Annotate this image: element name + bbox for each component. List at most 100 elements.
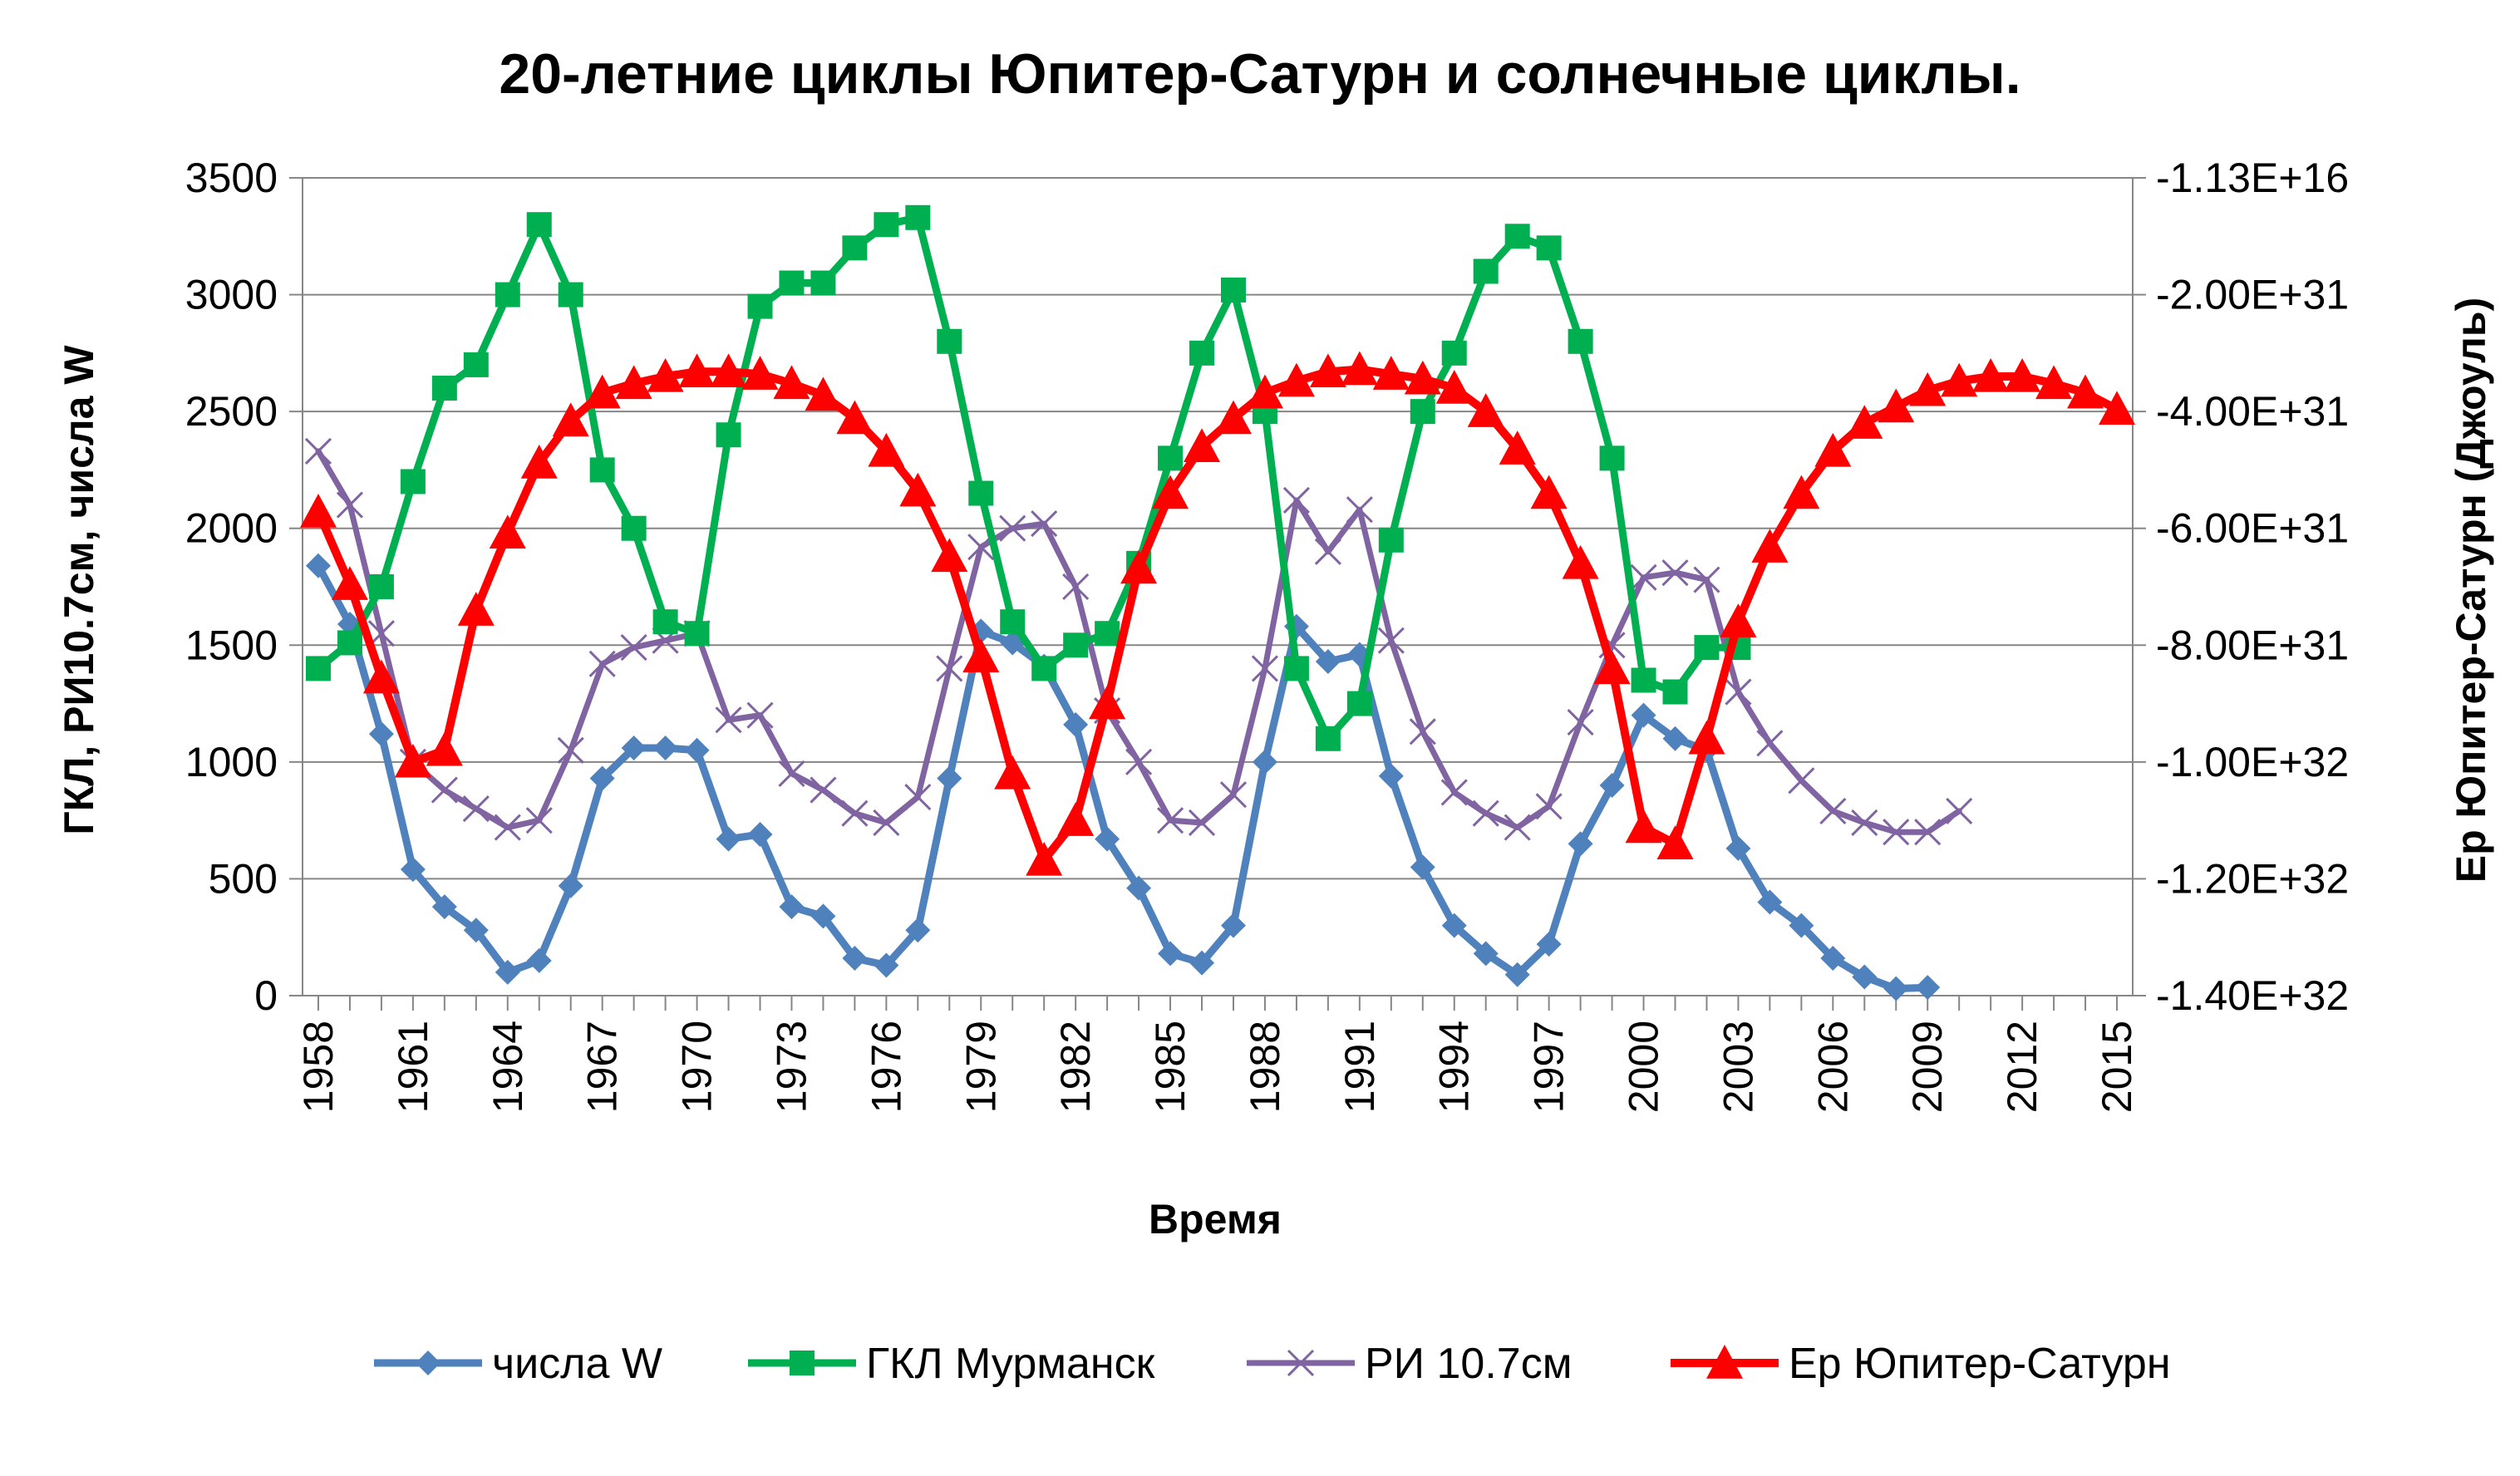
data-point: [905, 918, 931, 943]
data-point: [1188, 809, 1216, 837]
data-point: [1914, 819, 1942, 846]
data-point: [362, 659, 400, 694]
data-point: [999, 514, 1026, 542]
data-point: [773, 365, 810, 400]
marker-stroke: [1409, 718, 1436, 745]
data-point: [1536, 235, 1562, 261]
data-point: [994, 755, 1031, 790]
data-point: [684, 621, 710, 647]
data-point: [1473, 941, 1499, 967]
data-point: [1152, 475, 1189, 509]
x-tick-label: 2015: [2094, 1021, 2140, 1113]
legend-marker: [416, 1351, 441, 1375]
data-point: [305, 553, 331, 578]
x-tick-label: 1994: [1431, 1021, 1478, 1113]
data-point: [1568, 328, 1593, 354]
data-point: [1756, 730, 1784, 757]
marker-stroke: [1567, 709, 1594, 736]
marker-stroke: [1661, 559, 1689, 587]
data-point: [716, 826, 741, 852]
data-point: [2004, 357, 2041, 392]
data-point: [1789, 913, 1814, 938]
data-point: [1026, 841, 1063, 876]
data-point: [588, 650, 616, 677]
data-point: [1095, 826, 1120, 852]
right-tick-label: -4.00E+31: [2156, 388, 2349, 435]
data-point: [621, 515, 647, 541]
marker-stroke: [620, 634, 647, 662]
data-point: [615, 365, 652, 400]
x-tick-label: 1961: [390, 1021, 436, 1113]
right-tick-label: -1.13E+16: [2156, 155, 2349, 201]
legend-label: ГКЛ Мурманск: [866, 1340, 1155, 1388]
data-point: [368, 721, 394, 747]
data-point: [552, 402, 589, 437]
data-point: [684, 737, 710, 763]
y-axis-title-left: ГКЛ, РИ10.7см, числа W: [56, 345, 102, 835]
data-point: [1693, 566, 1720, 593]
left-tick-label: 1500: [185, 622, 278, 668]
data-point: [394, 743, 431, 778]
x-tick-label: 1991: [1336, 1021, 1383, 1113]
marker-stroke: [1693, 566, 1720, 593]
marker-stroke: [1346, 496, 1373, 524]
data-point: [1346, 496, 1373, 524]
data-point: [1819, 797, 1847, 824]
data-point: [905, 204, 931, 230]
marker-stroke: [1314, 538, 1341, 565]
data-point: [1126, 875, 1152, 901]
data-point: [526, 947, 552, 973]
data-point: [1599, 772, 1625, 798]
x-tick-label: 2006: [1809, 1021, 1856, 1113]
data-point: [1656, 825, 1694, 859]
data-point: [937, 765, 962, 791]
data-point: [710, 353, 747, 388]
data-point: [1751, 529, 1789, 563]
data-point: [1757, 889, 1783, 915]
marker-stroke: [1287, 1349, 1315, 1377]
data-point: [495, 282, 520, 308]
data-point: [457, 592, 495, 626]
x-tick-label: 1997: [1526, 1021, 1573, 1113]
marker-stroke: [1062, 573, 1090, 601]
axes: 0 -1.40E+32 500 -1.20E+32 1000 -1.00E+32 1500 -…: [185, 155, 2349, 1113]
data-point: [1467, 393, 1504, 427]
marker-stroke: [1756, 730, 1784, 757]
marker-stroke: [1156, 807, 1184, 834]
data-point: [716, 422, 741, 448]
data-point: [1158, 941, 1184, 967]
data-point: [1694, 635, 1720, 661]
legend-item: РИ 10.7см: [1247, 1340, 1572, 1388]
data-point: [494, 814, 521, 841]
data-point: [1062, 573, 1090, 601]
data-point: [1377, 627, 1405, 654]
data-point: [1473, 258, 1499, 284]
data-point: [1125, 748, 1153, 775]
data-point: [1909, 371, 1947, 406]
marker-stroke: [1914, 819, 1942, 846]
data-point: [1156, 807, 1184, 834]
data-point: [842, 946, 868, 972]
data-point: [715, 706, 742, 734]
marker-stroke: [810, 776, 837, 804]
marker-stroke: [336, 491, 364, 519]
left-tick-label: 1000: [185, 739, 278, 785]
left-tick-label: 2500: [185, 388, 278, 435]
marker-stroke: [1504, 814, 1531, 841]
data-point: [337, 630, 362, 656]
data-point: [2035, 365, 2073, 400]
data-point: [1499, 430, 1536, 465]
legend-label: Ер Юпитер-Сатурн: [1789, 1340, 2171, 1388]
marker-stroke: [715, 706, 742, 734]
data-point: [810, 776, 837, 804]
data-point: [1277, 362, 1315, 397]
data-point: [1536, 932, 1562, 957]
data-point: [426, 731, 463, 766]
x-tick-label: 1988: [1242, 1021, 1288, 1113]
data-point: [1504, 962, 1530, 987]
data-point: [779, 270, 805, 296]
data-point: [463, 352, 489, 377]
data-point: [1435, 370, 1473, 404]
data-point: [495, 959, 520, 985]
data-point: [1883, 819, 1910, 846]
